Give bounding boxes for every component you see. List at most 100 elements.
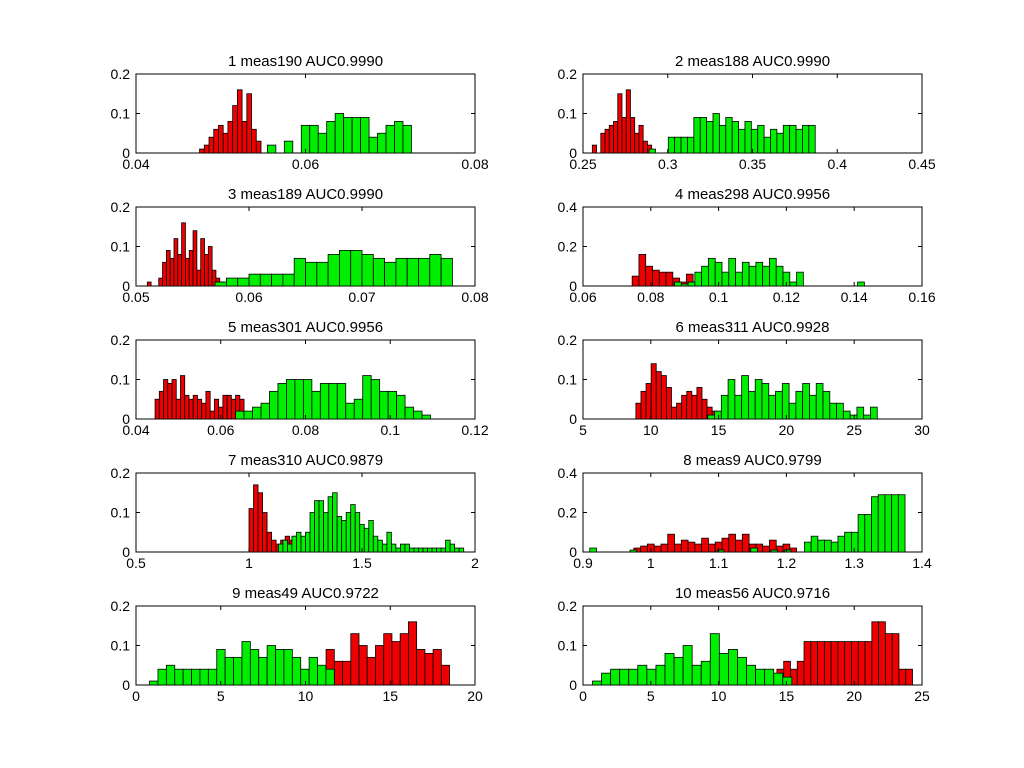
y-tick-label: 0.1 [558, 638, 578, 654]
subplot-10: 10 meas56 AUC0.9716 0 5 10 15 20 25 0 0.1 0.2 [558, 585, 930, 704]
green-bar [680, 283, 689, 287]
red-bar [671, 406, 677, 420]
red-bar [617, 93, 623, 154]
green-bar [300, 668, 310, 686]
x-tick-label: 0.12 [461, 422, 488, 438]
red-bar [271, 539, 277, 553]
green-bar [305, 531, 311, 553]
green-bar [395, 257, 408, 287]
x-tick-label: 0.08 [461, 156, 488, 172]
x-tick-label: 0.12 [773, 289, 800, 305]
green-bar [857, 514, 866, 553]
green-bar [293, 257, 306, 287]
red-bar [898, 668, 907, 686]
x-tick-label: 0.04 [122, 422, 149, 438]
green-bar [782, 676, 793, 686]
red-bar [686, 390, 693, 420]
y-tick-label: 0.1 [111, 106, 131, 122]
red-bar [177, 253, 183, 287]
green-bar [700, 660, 711, 686]
x-tick-label: 0.06 [292, 156, 319, 172]
green-bar [884, 494, 893, 553]
subplot-title-9: 9 meas49 AUC0.9722 [232, 585, 379, 602]
red-bar [665, 271, 674, 287]
green-bar [317, 132, 328, 154]
green-bar [664, 653, 675, 686]
x-tick-label: 0.06 [235, 289, 262, 305]
red-bar [701, 398, 708, 420]
x-tick-label: 20 [846, 688, 862, 704]
green-bar [404, 406, 414, 420]
red-bar [810, 641, 818, 686]
red-bar [884, 633, 893, 686]
red-bar [708, 543, 716, 553]
red-bar [416, 649, 426, 686]
red-bar [192, 230, 198, 287]
green-bar [409, 547, 415, 553]
green-bar [637, 664, 648, 686]
red-bar [208, 136, 215, 154]
x-tick-label: 0.07 [348, 289, 375, 305]
red-bar [660, 375, 667, 420]
green-bar [370, 379, 381, 420]
green-bar [789, 281, 797, 287]
red-bar [830, 641, 839, 686]
red-bar [645, 265, 653, 287]
green-bar [769, 257, 777, 287]
red-bar [342, 660, 352, 686]
x-tick-label: 5 [217, 688, 225, 704]
y-tick-label: 0 [122, 145, 130, 161]
green-bar [775, 265, 784, 287]
x-tick-label: 2 [471, 555, 479, 571]
red-bar [891, 633, 900, 686]
green-bar [157, 668, 167, 686]
green-bar [789, 124, 797, 154]
red-bar [600, 132, 606, 154]
red-bar [167, 383, 173, 420]
red-bar [432, 649, 442, 686]
green-bar [294, 379, 304, 420]
y-tick-label: 0.1 [111, 372, 131, 388]
green-bar [601, 672, 612, 686]
red-bar [171, 379, 177, 420]
red-bar [655, 371, 662, 420]
green-bar [319, 383, 330, 420]
red-bar [691, 394, 698, 420]
green-bar [327, 253, 340, 287]
green-bar [326, 121, 336, 154]
subplot-4: 4 meas298 AUC0.9956 0.06 0.08 0.1 0.12 0.14 0.… [558, 186, 936, 305]
green-bar [788, 402, 797, 420]
green-bar [363, 527, 370, 553]
green-bar [857, 281, 865, 287]
y-tick-label: 0 [569, 677, 577, 693]
red-bar [631, 275, 640, 287]
red-bar [741, 533, 750, 553]
green-bar [754, 379, 763, 420]
green-bar [731, 121, 739, 154]
red-bar [604, 128, 610, 154]
red-bar [226, 394, 232, 420]
red-bar [241, 121, 248, 154]
red-bar [634, 132, 640, 154]
red-bar [728, 533, 736, 553]
red-bar [613, 121, 619, 154]
red-bar [180, 375, 186, 420]
red-bar [162, 261, 167, 287]
green-bar [259, 273, 272, 287]
green-bar [850, 531, 859, 553]
green-bar [667, 136, 676, 154]
green-bar [808, 124, 816, 154]
subplot-6: 6 meas311 AUC0.9928 5 10 15 20 25 30 0 0.1 0.2 [558, 319, 930, 438]
y-tick-label: 0 [569, 278, 577, 294]
green-bar [271, 273, 284, 287]
red-bar [169, 257, 175, 287]
red-bar [658, 271, 667, 287]
green-bar [714, 410, 722, 420]
red-bar [350, 633, 360, 686]
green-bar [589, 547, 597, 553]
subplot-title-5: 5 meas301 AUC0.9956 [228, 319, 383, 336]
red-bar [192, 394, 198, 420]
green-bar [385, 124, 395, 154]
red-bar [638, 253, 647, 287]
red-bar [204, 253, 209, 287]
